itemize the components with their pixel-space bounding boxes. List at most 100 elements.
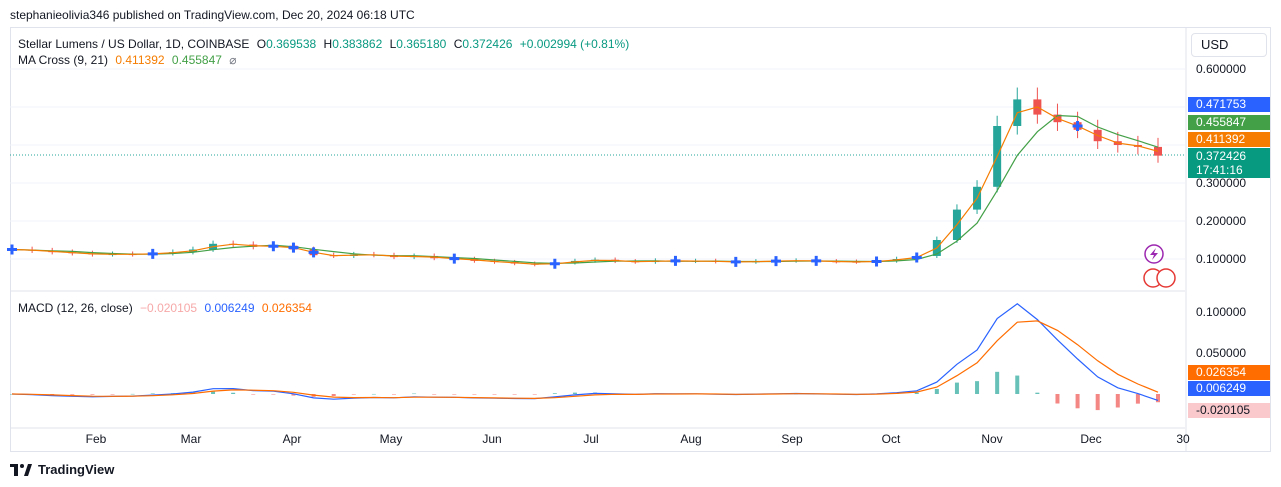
macd-histogram-bar xyxy=(1055,394,1060,404)
tradingview-logo-icon xyxy=(10,463,32,476)
time-axis-tick: Dec xyxy=(1080,432,1101,446)
macd-histogram-bar xyxy=(995,371,1000,394)
price-axis-tick: 0.300000 xyxy=(1196,176,1246,190)
macd-histogram-bar xyxy=(914,392,919,394)
ma-cross-marker xyxy=(308,247,319,258)
macd-histogram-bar xyxy=(351,394,356,395)
price-legend: Stellar Lumens / US Dollar, 1D, COINBASE… xyxy=(18,37,633,51)
time-axis-tick: Feb xyxy=(86,432,107,446)
ma-slow-line xyxy=(11,114,1159,264)
time-axis-tick: Jun xyxy=(482,432,501,446)
low-value: 0.365180 xyxy=(396,37,447,51)
macd-tag-signal: 0.026354 xyxy=(1188,365,1270,380)
ma-cross-marker xyxy=(811,255,822,266)
ma-cross-marker xyxy=(771,256,781,267)
open-value: 0.369538 xyxy=(266,37,317,51)
ma-cross-marker xyxy=(147,248,158,259)
time-axis-tick: Apr xyxy=(283,432,302,446)
chart-frame xyxy=(10,27,1271,452)
macd-axis-tick: 0.100000 xyxy=(1196,305,1246,319)
macd-histogram-bar xyxy=(331,394,336,397)
ma-cross-marker xyxy=(268,241,279,252)
macd-histogram-bar xyxy=(231,392,236,394)
ma-fast-value: 0.411392 xyxy=(115,53,165,67)
ma-cross-marker xyxy=(670,255,681,266)
macd-histogram-bar xyxy=(512,394,517,395)
macd-histogram-bar xyxy=(552,393,557,394)
close-label: C xyxy=(453,37,463,51)
time-axis-tick: May xyxy=(380,432,403,446)
tradingview-logo[interactable]: TradingView xyxy=(10,462,114,477)
time-axis-tick: 30 xyxy=(1176,432,1190,446)
macd-line-value: 0.006249 xyxy=(204,301,255,315)
change-value: +0.002994 (+0.81%) xyxy=(519,37,630,51)
time-axis-tick: Mar xyxy=(181,432,202,446)
macd-histogram-bar xyxy=(934,388,939,394)
last-price-value: 0.372426 xyxy=(1196,149,1247,163)
currency-selector[interactable]: USD xyxy=(1191,33,1267,57)
macd-histogram-bar xyxy=(492,394,497,395)
macd-histogram-bar xyxy=(432,394,437,395)
time-axis-tick: Aug xyxy=(680,432,701,446)
ma-cross-marker xyxy=(449,253,460,264)
ma-slow-value: 0.455847 xyxy=(171,53,222,67)
high-value: 0.383862 xyxy=(332,37,383,51)
macd-histogram-bar xyxy=(1035,392,1040,394)
macd-line xyxy=(11,303,1159,401)
last-price-tag: 0.372426 17:41:16 xyxy=(1188,148,1270,178)
macd-hist-value: −0.020105 xyxy=(140,301,198,315)
macd-histogram-bar xyxy=(251,394,256,395)
time-axis-tick: Nov xyxy=(981,432,1002,446)
macd-signal-value: 0.026354 xyxy=(261,301,312,315)
macd-histogram-bar xyxy=(130,393,135,395)
ma-cross-marker xyxy=(288,242,299,253)
bar-countdown: 17:41:16 xyxy=(1196,163,1243,177)
brand-name: TradingView xyxy=(38,462,115,477)
ma-cross-marker xyxy=(730,256,741,267)
ma-cross-marker xyxy=(549,258,560,269)
ma-cross-marker xyxy=(1072,121,1083,131)
publish-header: stephanieolivia346 published on TradingV… xyxy=(10,8,415,22)
macd-histogram-bar xyxy=(1015,375,1020,394)
close-value: 0.372426 xyxy=(462,37,513,51)
price-axis-tick: 0.100000 xyxy=(1196,252,1246,266)
macd-histogram-bar xyxy=(1156,394,1160,403)
macd-axis-tick: 0.050000 xyxy=(1196,346,1246,360)
macd-histogram-bar xyxy=(1095,394,1100,411)
time-axis-tick: Jul xyxy=(583,432,598,446)
hide-icon[interactable]: ⌀ xyxy=(229,53,237,67)
macd-histogram-bar xyxy=(532,394,537,395)
macd-histogram-bar xyxy=(110,394,115,395)
macd-histogram-bar xyxy=(90,394,95,395)
macd-histogram-bar xyxy=(271,394,276,395)
macd-tag-macd: 0.006249 xyxy=(1188,381,1270,396)
symbol-title[interactable]: Stellar Lumens / US Dollar, 1D, COINBASE xyxy=(18,37,250,51)
ma-cross-marker xyxy=(871,256,882,267)
price-tag-ma-slow: 0.455847 xyxy=(1188,115,1270,130)
ma-fast-line xyxy=(11,106,1159,265)
ma-label[interactable]: MA Cross (9, 21) xyxy=(18,53,109,67)
ma-cross-marker xyxy=(911,252,922,263)
macd-histogram-bar xyxy=(211,391,216,394)
macd-histogram-bar xyxy=(954,382,959,394)
macd-histogram-bar xyxy=(371,393,376,395)
macd-histogram-bar xyxy=(1075,394,1080,409)
signal-line xyxy=(11,320,1159,400)
lightning-icon-glyph xyxy=(1150,248,1158,260)
price-axis-tick: 0.200000 xyxy=(1196,214,1246,228)
macd-histogram-bar xyxy=(70,394,75,395)
macd-histogram-bar xyxy=(392,394,396,395)
macd-histogram-bar xyxy=(1115,394,1120,408)
high-label: H xyxy=(323,37,333,51)
macd-histogram-bar xyxy=(975,381,980,394)
macd-histogram-bar xyxy=(412,393,417,395)
price-tag-ma-fast: 0.411392 xyxy=(1188,132,1270,147)
price-axis-tick: 0.600000 xyxy=(1196,62,1246,76)
ma-legend: MA Cross (9, 21) 0.411392 0.455847 ⌀ xyxy=(18,53,241,67)
macd-histogram-bar xyxy=(1135,394,1140,404)
macd-histogram-bar xyxy=(150,393,155,394)
macd-histogram-bar xyxy=(291,394,296,396)
macd-label[interactable]: MACD (12, 26, close) xyxy=(18,301,133,315)
macd-histogram-bar xyxy=(472,394,477,395)
